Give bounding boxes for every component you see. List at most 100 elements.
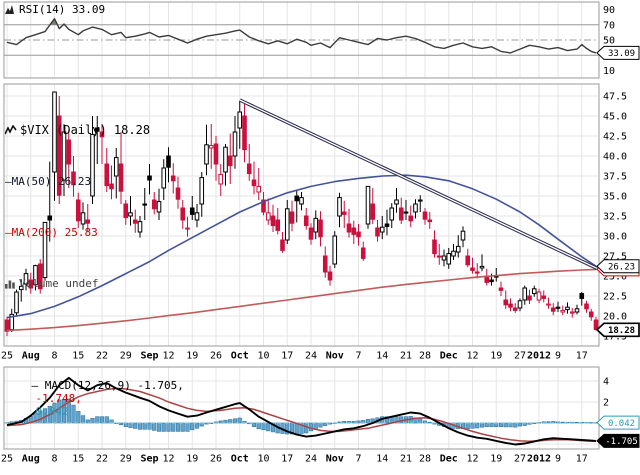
price-panel <box>4 91 599 336</box>
x-tick-label: 22 <box>96 351 108 362</box>
candle-body <box>66 139 72 165</box>
histogram-bar <box>308 422 314 432</box>
x-tick-label: 17 <box>576 454 588 465</box>
histogram-bar <box>351 421 356 424</box>
candle-body <box>584 303 589 310</box>
candle-body <box>384 223 390 227</box>
histogram-bar <box>484 422 489 428</box>
x-tick-label: 17 <box>281 351 293 362</box>
histogram-bar <box>503 422 508 428</box>
x-tick-label: 19 <box>490 454 502 465</box>
candle-body <box>308 227 314 240</box>
candle-body <box>527 295 532 301</box>
x-tick-label: 9 <box>555 351 561 362</box>
candle-body <box>56 115 62 196</box>
candle-body <box>451 250 456 257</box>
histogram-bar <box>418 418 423 424</box>
histogram-bar <box>90 417 95 424</box>
x-tick-label: Sep <box>140 351 158 362</box>
histogram-bar <box>427 421 432 424</box>
candle-body <box>408 215 414 222</box>
candle-body <box>185 227 190 230</box>
candle-body <box>489 279 494 283</box>
candle-body <box>151 199 157 210</box>
x-tick-label: 19 <box>490 351 502 362</box>
candle-body <box>80 212 86 225</box>
candle-body <box>436 255 442 258</box>
candle-body <box>109 183 114 190</box>
candle-body <box>413 203 418 213</box>
candle-body <box>147 175 152 181</box>
candle-body <box>360 247 366 259</box>
x-tick-label: 12 <box>466 454 478 465</box>
candle-body <box>498 287 504 291</box>
value-callout: 26.23 <box>596 259 640 274</box>
ma200-line <box>6 268 597 332</box>
x-tick-label: 14 <box>376 351 388 362</box>
candle-body <box>71 171 76 186</box>
macd-signal-label: -1.748, <box>35 392 82 405</box>
x-tick-label: 2012 <box>527 454 551 465</box>
candle-body <box>90 133 95 197</box>
callout-value: 26.23 <box>608 262 635 272</box>
candle-body <box>322 255 328 273</box>
histogram-bar <box>76 411 81 424</box>
histogram-bar <box>175 422 181 432</box>
callout-box <box>595 322 640 338</box>
candle-body <box>199 177 205 205</box>
y-tick-label: 10 <box>603 66 615 77</box>
candle-body <box>242 115 247 151</box>
x-tick-label: 24 <box>305 454 317 465</box>
candle-body <box>218 173 224 185</box>
histogram-bar <box>517 422 523 427</box>
x-tick-label: 10 <box>257 351 269 362</box>
candle-body <box>104 163 110 187</box>
candle-body <box>270 215 276 227</box>
y-tick-label: 70 <box>603 20 615 31</box>
y-tick-label: 90 <box>603 5 615 16</box>
trendline-inner <box>239 99 599 270</box>
histogram-bar <box>194 422 200 429</box>
x-tick-label: 22 <box>96 454 108 465</box>
x-tick-label: 21 <box>400 454 412 465</box>
x-tick-label: 27 <box>514 454 526 465</box>
x-tick-label: 10 <box>257 454 269 465</box>
x-tick-label: Sep <box>140 454 158 465</box>
histogram-bar <box>218 420 223 424</box>
x-tick-label: 7 <box>355 351 361 362</box>
candle-body <box>346 223 352 233</box>
x-tick-label: 19 <box>186 454 198 465</box>
candle-body <box>280 239 285 251</box>
macd-panel <box>4 376 599 446</box>
candle-body <box>23 273 29 285</box>
x-tick-label: 15 <box>72 454 84 465</box>
histogram-bar <box>479 422 485 428</box>
candle-body <box>137 221 143 233</box>
y-tick-label: 25.0 <box>603 272 627 283</box>
candle-body <box>508 303 513 308</box>
candle-body <box>18 285 24 291</box>
histogram-bar <box>256 422 261 430</box>
histogram-bar <box>223 419 228 424</box>
candle-body <box>370 203 376 220</box>
x-tick-label: Nov <box>326 454 344 465</box>
candle-body <box>227 155 233 167</box>
histogram-bar <box>470 422 475 429</box>
histogram-bar <box>261 422 266 431</box>
histogram-bar <box>342 421 347 424</box>
y-tick-label: 4 <box>603 377 609 388</box>
candle-body <box>180 207 186 221</box>
candle-body <box>299 197 304 205</box>
x-tick-label: 26 <box>210 351 222 362</box>
x-tick-label: 2012 <box>527 351 551 362</box>
histogram-bar <box>237 417 242 424</box>
candle-body <box>118 163 124 192</box>
histogram-bar <box>318 422 323 428</box>
candle-body <box>170 175 176 182</box>
candle-body <box>166 155 171 168</box>
candle-body <box>394 199 399 205</box>
x-tick-label: 29 <box>120 454 132 465</box>
value-callout: -1.705 <box>596 433 640 448</box>
